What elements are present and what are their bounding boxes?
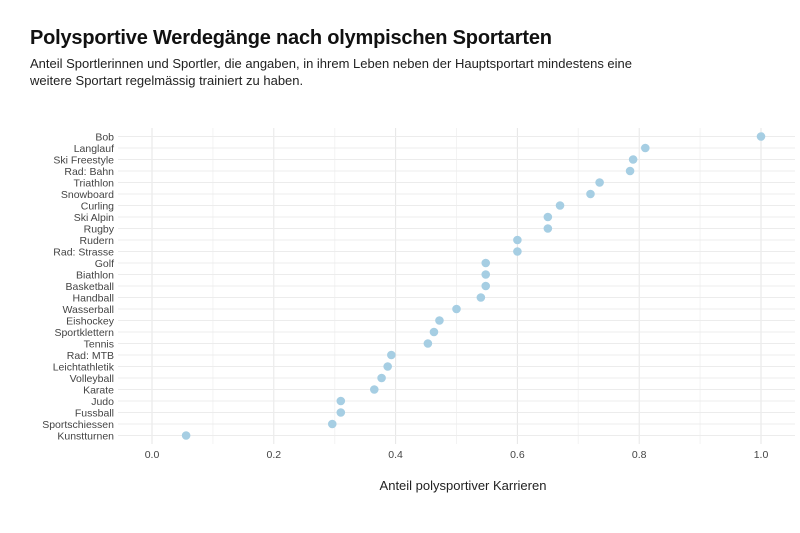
data-point: [513, 235, 522, 245]
x-axis-ticks: 0.0 0.2 0.4 0.6 0.8 1.0: [145, 449, 769, 461]
category-label: Judo: [91, 396, 114, 408]
category-label: Rad: MTB: [67, 350, 114, 362]
data-point: [435, 316, 444, 325]
category-label: Rad: Strasse: [53, 246, 114, 258]
data-point: [387, 350, 396, 360]
data-point: [383, 362, 392, 371]
x-axis-title: Anteil polysportiver Karrieren: [380, 478, 547, 493]
category-label: Curling: [81, 200, 114, 212]
data-point: [586, 189, 595, 199]
data-point: [640, 143, 650, 153]
data-point: [327, 419, 337, 429]
x-tick-label: 1.0: [754, 449, 769, 461]
data-point: [336, 396, 346, 406]
data-points: [181, 132, 766, 440]
category-label: Ski Freestyle: [53, 154, 114, 166]
data-point: [625, 166, 635, 176]
category-label: Tennis: [84, 338, 114, 350]
category-label: Sportklettern: [54, 327, 114, 339]
chart-title: Polysportive Werdegänge nach olympischen…: [30, 27, 552, 49]
category-label: Wasserball: [62, 304, 114, 316]
x-tick-label: 0.8: [632, 449, 647, 461]
category-label: Langlauf: [74, 143, 114, 155]
category-label: Biathlon: [76, 269, 114, 281]
x-tick-label: 0.4: [388, 449, 403, 461]
category-label: Triathlon: [74, 177, 115, 189]
data-point: [543, 212, 553, 222]
category-label: Eishockey: [66, 315, 115, 327]
data-point: [181, 431, 191, 440]
category-label: Sportschiessen: [42, 419, 114, 431]
category-label: Karate: [83, 384, 114, 396]
data-point: [377, 373, 386, 383]
x-tick-label: 0.2: [266, 449, 281, 461]
data-point: [481, 270, 491, 279]
data-point: [429, 327, 439, 337]
data-point: [476, 293, 486, 302]
x-tick-label: 0.0: [145, 449, 160, 461]
category-label: Volleyball: [70, 373, 114, 385]
category-label: Rudern: [80, 235, 115, 247]
data-point: [369, 385, 379, 394]
data-point: [481, 281, 491, 291]
data-point: [756, 132, 766, 141]
data-point: [555, 201, 565, 210]
category-label: Bob: [95, 131, 114, 143]
category-label: Rugby: [84, 223, 115, 235]
x-tick-label: 0.6: [510, 449, 525, 461]
category-label: Leichtathletik: [53, 361, 115, 373]
category-label: Fussball: [75, 407, 114, 419]
data-point: [481, 258, 491, 268]
category-label: Golf: [95, 258, 114, 270]
data-point: [595, 178, 604, 187]
category-label: Snowboard: [61, 189, 114, 201]
data-point: [513, 247, 522, 256]
category-label: Ski Alpin: [74, 212, 114, 224]
data-point: [628, 155, 638, 164]
data-point: [543, 224, 553, 233]
data-point: [452, 304, 461, 314]
category-label: Rad: Bahn: [64, 166, 114, 178]
category-label: Handball: [73, 292, 114, 304]
category-label: Kunstturnen: [57, 430, 114, 442]
category-label: Basketball: [66, 281, 114, 293]
data-point: [423, 339, 433, 348]
data-point: [336, 408, 346, 417]
grid: [118, 128, 795, 444]
chart-subtitle: Anteil Sportlerinnen und Sportler, die a…: [30, 56, 633, 88]
